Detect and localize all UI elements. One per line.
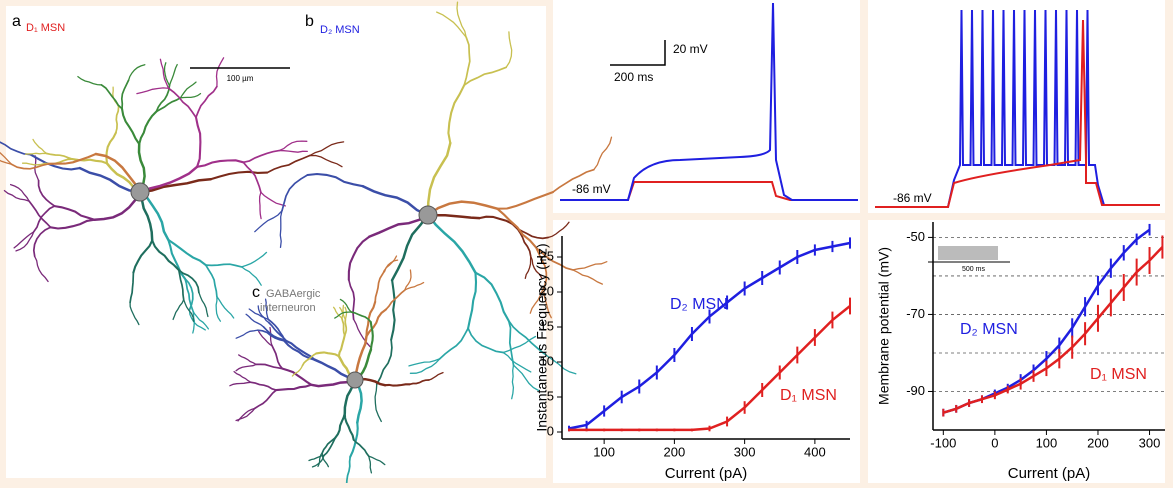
inset-label: 500 ms xyxy=(962,266,985,273)
panel-label: a xyxy=(12,13,21,30)
page: a D₁ MSN b D₂ MSN c GABAergic interneuro… xyxy=(0,0,1173,483)
x-axis-label: Current (pA) xyxy=(665,465,748,482)
figure: a D₁ MSN b D₂ MSN c GABAergic interneuro… xyxy=(0,0,1173,483)
panel-title: interneuron xyxy=(260,302,316,314)
x-tick-label: 100 xyxy=(1036,435,1058,450)
soma xyxy=(419,206,437,224)
y-axis-label: Membrane potential (mV) xyxy=(876,247,892,405)
panel-title: D₂ MSN xyxy=(320,24,360,36)
panel-title: D₁ MSN xyxy=(26,22,65,34)
y-tick-label: -90 xyxy=(906,383,925,398)
x-tick-label: 200 xyxy=(664,444,686,459)
resting-label: -86 mV xyxy=(893,191,932,205)
y-axis-label: Instantaneous Frequency (Hz) xyxy=(534,243,550,431)
series-label: D₁ MSN xyxy=(1090,366,1147,383)
series-label: D₂ MSN xyxy=(670,296,728,313)
x-tick-label: 300 xyxy=(1139,435,1161,450)
soma xyxy=(347,372,363,388)
x-tick-label: -100 xyxy=(930,435,956,450)
resting-label: -86 mV xyxy=(572,182,611,196)
x-tick-label: 0 xyxy=(991,435,998,450)
soma xyxy=(131,183,149,201)
panel-label: c xyxy=(252,284,260,301)
scale-label: 100 µm xyxy=(227,74,254,83)
x-axis-label: Current (pA) xyxy=(1008,465,1091,482)
panel-label: b xyxy=(305,13,314,30)
panel-morphology xyxy=(6,6,546,478)
panel-title: GABAergic xyxy=(266,288,321,300)
scale-label: 200 ms xyxy=(614,70,653,84)
panel-trace-right xyxy=(868,0,1165,213)
panel-chart-right xyxy=(868,220,1165,483)
x-tick-label: 200 xyxy=(1087,435,1109,450)
x-tick-label: 100 xyxy=(593,444,615,459)
y-tick-label: -50 xyxy=(906,229,925,244)
y-tick-label: -70 xyxy=(906,306,925,321)
series-label: D₂ MSN xyxy=(960,321,1018,338)
scale-label: 20 mV xyxy=(673,42,708,56)
x-tick-label: 300 xyxy=(734,444,756,459)
series-label: D₁ MSN xyxy=(780,387,837,404)
x-tick-label: 400 xyxy=(804,444,826,459)
